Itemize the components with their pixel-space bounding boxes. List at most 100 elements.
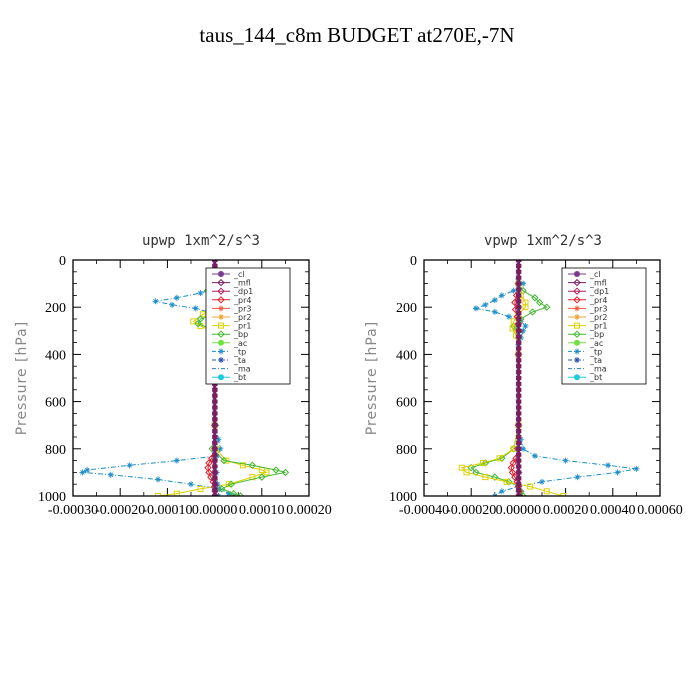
legend-marker	[574, 305, 580, 312]
series-point-mfl	[516, 260, 522, 262]
series-point-bp	[217, 485, 226, 493]
series-point-bp	[467, 463, 475, 472]
series-point-bp	[248, 461, 257, 470]
series-point-tp	[633, 465, 640, 472]
series-point-tp	[491, 297, 498, 304]
legend-marker	[218, 374, 224, 381]
legend-label: _pr2	[589, 313, 607, 322]
series-point-bp	[509, 322, 518, 330]
y-tick-label: 1000	[38, 490, 66, 505]
x-tick-label: 0.00020	[286, 503, 332, 518]
legend-marker	[574, 271, 580, 277]
legend: _cl_mfl_dp1_pr4_pr3_pr2_pr1_bp_ac_tp_ta_…	[205, 267, 291, 385]
series-point-pr1	[154, 493, 161, 496]
series-point-mfl	[516, 429, 522, 434]
x-tick-label: 0.00060	[637, 503, 683, 518]
series-point-mfl	[212, 464, 218, 469]
x-tick-label: -0.00030	[48, 503, 98, 518]
legend-label: _pr1	[589, 322, 607, 331]
series-point-mfl	[212, 393, 218, 398]
series-point-tp	[574, 474, 581, 481]
legend-label: _bt	[233, 373, 246, 382]
series-point-pr1	[263, 469, 270, 476]
series-point-tp	[498, 292, 505, 299]
y-tick-label: 800	[45, 443, 66, 458]
legend-marker	[218, 339, 224, 346]
y-tick-label: 1000	[389, 490, 417, 505]
series-point-mfl	[516, 328, 522, 333]
series-point-tp	[192, 305, 199, 312]
series-point-mfl	[212, 494, 218, 496]
legend: _cl_mfl_dp1_pr4_pr3_pr2_pr1_bp_ac_tp_ta_…	[561, 267, 647, 385]
series-point-mfl	[516, 287, 522, 292]
legend-label: _dp1	[233, 287, 253, 296]
legend-marker	[573, 287, 581, 295]
y-tick-label: 200	[45, 301, 66, 316]
series-point-bp	[491, 473, 499, 481]
series-point-mfl	[516, 311, 522, 316]
series-point-mfl	[212, 458, 218, 463]
legend-marker	[218, 271, 224, 277]
legend-label: _pr1	[233, 322, 251, 331]
series-point-bp	[531, 294, 539, 302]
series-point-tp	[215, 436, 222, 443]
series-point-mfl	[516, 346, 522, 351]
panel-upwp: upwp 1xm^2/s^3 Pressure [hPa] 0 200 400 600…	[14, 233, 332, 518]
series-point-tp	[84, 467, 91, 474]
legend-marker	[573, 296, 581, 304]
legend-marker	[218, 357, 224, 363]
figure-title: taus_144_c8m BUDGET at270E,-7N	[199, 23, 514, 47]
series-point-bp	[227, 480, 235, 488]
series-point-mfl	[516, 299, 522, 304]
series-point-tp	[225, 490, 232, 496]
series-point-pr1	[503, 478, 510, 485]
series-point-pr1	[197, 485, 204, 492]
panel-vpwp: vpwp 1xm^2/s^3 Pressure [hPa] 0 200 400 600…	[364, 233, 683, 518]
legend-label: _ac	[233, 339, 247, 348]
series-point-pr1	[543, 488, 550, 495]
series-point-pr4	[207, 473, 215, 481]
series-point-mfl	[516, 269, 522, 274]
series-point-mfl	[516, 411, 522, 416]
legend-marker	[217, 278, 225, 287]
legend-marker	[218, 305, 224, 312]
series-point-pr1	[527, 483, 534, 490]
plot-frame	[72, 259, 310, 497]
series-point-mfl	[516, 446, 522, 451]
series-point-mfl	[516, 376, 522, 380]
series-point-tp	[510, 287, 517, 294]
series-point-mfl	[212, 260, 218, 262]
series-point-tp	[154, 476, 161, 483]
series-point-mfl	[516, 393, 522, 398]
y-tick-label: 0	[410, 254, 417, 269]
series-point-tp	[520, 280, 527, 287]
legend-label: _tp	[589, 347, 602, 356]
legend-marker	[574, 348, 580, 355]
series-point-mfl	[212, 488, 218, 493]
series-point-tp	[482, 301, 489, 308]
legend-label: _ac	[589, 339, 603, 348]
legend-label: _pr4	[589, 296, 607, 305]
series-point-tp	[522, 323, 529, 330]
series-point-mfl	[212, 399, 218, 404]
series-point-pr1	[190, 318, 197, 325]
legend-marker	[574, 314, 580, 320]
series-point-mfl	[516, 405, 522, 410]
series-point-tp	[491, 308, 498, 315]
series-point-mfl	[212, 452, 218, 457]
series-point-bp	[229, 489, 238, 496]
y-tick-label: 600	[396, 396, 417, 411]
series-point-mfl	[212, 476, 218, 481]
series-point-mfl	[516, 452, 522, 457]
data-series-group	[458, 260, 640, 496]
y-axis-label: Pressure [hPa]	[364, 321, 380, 435]
legend-label: _ta	[233, 356, 246, 365]
series-point-mfl	[516, 423, 522, 428]
series-point-mfl	[516, 340, 522, 345]
series-point-tp	[498, 488, 505, 495]
x-tick-label: 0.00020	[543, 503, 589, 518]
series-point-pr1	[496, 455, 503, 462]
legend-label: _ta	[589, 356, 602, 365]
series-point-mfl	[516, 281, 522, 286]
